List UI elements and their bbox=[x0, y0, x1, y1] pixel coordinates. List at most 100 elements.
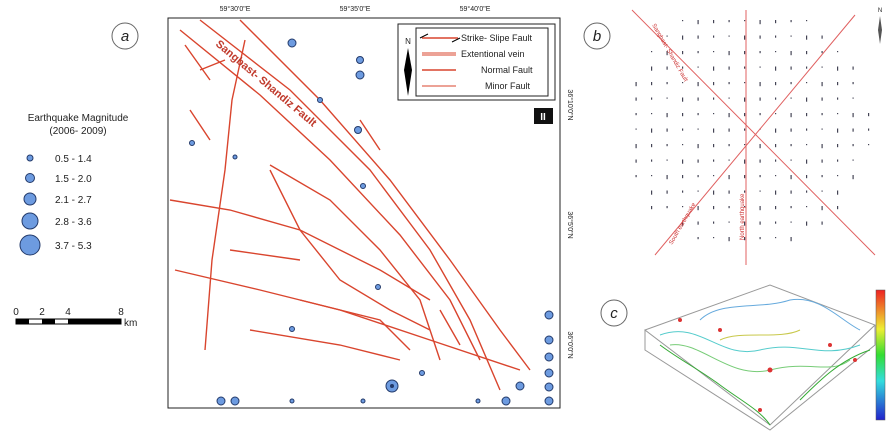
rose-dot bbox=[729, 206, 730, 208]
rose-dot bbox=[760, 113, 761, 115]
rose-dot bbox=[806, 98, 807, 102]
panel-label: b bbox=[593, 28, 601, 45]
rose-dot bbox=[667, 191, 668, 194]
figure: a Earthquake Magnitude (2006- 2009) 0.5 … bbox=[0, 0, 889, 434]
rose-dot bbox=[806, 67, 807, 69]
rose-dot bbox=[636, 129, 637, 130]
rose-dot bbox=[822, 36, 823, 39]
rose-dot bbox=[868, 113, 869, 116]
rose-dot bbox=[713, 36, 714, 38]
shape bbox=[545, 369, 553, 377]
rose-dot bbox=[713, 191, 714, 195]
shape bbox=[545, 311, 553, 319]
rose-dot bbox=[698, 191, 699, 192]
rose-dot bbox=[775, 67, 776, 71]
rose-dot bbox=[744, 51, 745, 54]
rose-dot bbox=[822, 67, 823, 68]
rose-dot bbox=[806, 191, 807, 193]
rose-dot bbox=[791, 237, 792, 241]
rose-dot bbox=[837, 206, 838, 209]
rose-dot bbox=[760, 191, 761, 192]
rose-dot bbox=[698, 36, 699, 39]
rose-dot bbox=[760, 222, 761, 225]
rose-dot bbox=[729, 191, 730, 194]
north-label: N bbox=[878, 8, 882, 14]
rose-dot bbox=[822, 160, 823, 163]
rose-dot bbox=[791, 20, 792, 22]
rose-dot bbox=[744, 113, 745, 116]
rose-dot bbox=[729, 160, 730, 161]
rose-dot bbox=[698, 113, 699, 115]
rose-dot bbox=[760, 237, 761, 239]
rose-dot bbox=[682, 175, 683, 178]
rose-dot bbox=[791, 129, 792, 132]
rose-dot bbox=[760, 51, 761, 53]
shape bbox=[502, 397, 510, 405]
shape bbox=[390, 384, 394, 388]
rose-dot bbox=[713, 82, 714, 85]
rose-dot bbox=[698, 144, 699, 148]
rose-dot bbox=[775, 206, 776, 209]
rose-dot bbox=[651, 191, 652, 195]
rose-dot bbox=[806, 206, 807, 207]
rose-dot bbox=[806, 113, 807, 116]
rose-dot bbox=[698, 129, 699, 130]
shape bbox=[516, 382, 524, 390]
rose-dot bbox=[744, 191, 745, 193]
magnitude-legend: 0.5 - 1.4 1.5 - 2.0 2.1 - 2.7 2.8 - 3.6 … bbox=[20, 154, 92, 255]
scale-bar: 0 2 4 8 km bbox=[13, 307, 137, 329]
shape bbox=[361, 184, 366, 189]
fault-legend-label: Normal Fault bbox=[481, 65, 533, 75]
rose-dot bbox=[651, 206, 652, 209]
rose-dot bbox=[837, 98, 838, 100]
rose-dot bbox=[636, 98, 637, 101]
rose-dot bbox=[713, 175, 714, 176]
rose-dot bbox=[651, 144, 652, 147]
rose-dot bbox=[698, 20, 699, 24]
rose-dot bbox=[744, 20, 745, 21]
rose-dot bbox=[760, 36, 761, 39]
scale-unit: km bbox=[124, 318, 137, 329]
rose-dot bbox=[667, 206, 668, 208]
shape bbox=[233, 155, 237, 159]
rose-dot bbox=[713, 222, 714, 224]
shape bbox=[718, 328, 722, 332]
scale-label: 0 bbox=[13, 307, 19, 318]
rose-dot bbox=[744, 129, 745, 131]
shape bbox=[545, 336, 553, 344]
legend-label: 3.7 - 5.3 bbox=[55, 241, 92, 252]
rose-dot bbox=[698, 175, 699, 177]
shape bbox=[290, 327, 295, 332]
rose-dot bbox=[837, 160, 838, 162]
shape bbox=[355, 127, 362, 134]
shape bbox=[16, 319, 29, 324]
panel-label: a bbox=[121, 28, 129, 45]
rose-dot bbox=[698, 82, 699, 86]
rose-dot bbox=[760, 20, 761, 24]
rose-dot bbox=[682, 98, 683, 102]
shape bbox=[645, 285, 875, 425]
rose-dot bbox=[667, 82, 668, 84]
rose-dot bbox=[744, 98, 745, 102]
rose-dot bbox=[791, 175, 792, 179]
scale-label: 2 bbox=[39, 307, 45, 318]
rose-dot bbox=[682, 113, 683, 116]
fault-legend-label: Extentional vein bbox=[461, 49, 525, 59]
rose-dot bbox=[636, 144, 637, 148]
rose-dot bbox=[837, 144, 838, 147]
rose-dot bbox=[760, 206, 761, 210]
latitude-label: 36°0'0"N bbox=[566, 331, 574, 358]
rose-dot bbox=[806, 20, 807, 21]
rose-dot bbox=[698, 237, 699, 239]
rose-dot bbox=[837, 82, 838, 85]
rose-dot bbox=[775, 20, 776, 23]
rose-dot bbox=[775, 160, 776, 162]
shape bbox=[190, 141, 195, 146]
shape bbox=[420, 371, 425, 376]
rose-dot bbox=[775, 129, 776, 133]
rose-dot bbox=[729, 175, 730, 179]
rose-dot bbox=[682, 36, 683, 40]
rose-dot bbox=[698, 206, 699, 210]
rose-dot bbox=[791, 160, 792, 161]
rose-dot bbox=[775, 237, 776, 238]
